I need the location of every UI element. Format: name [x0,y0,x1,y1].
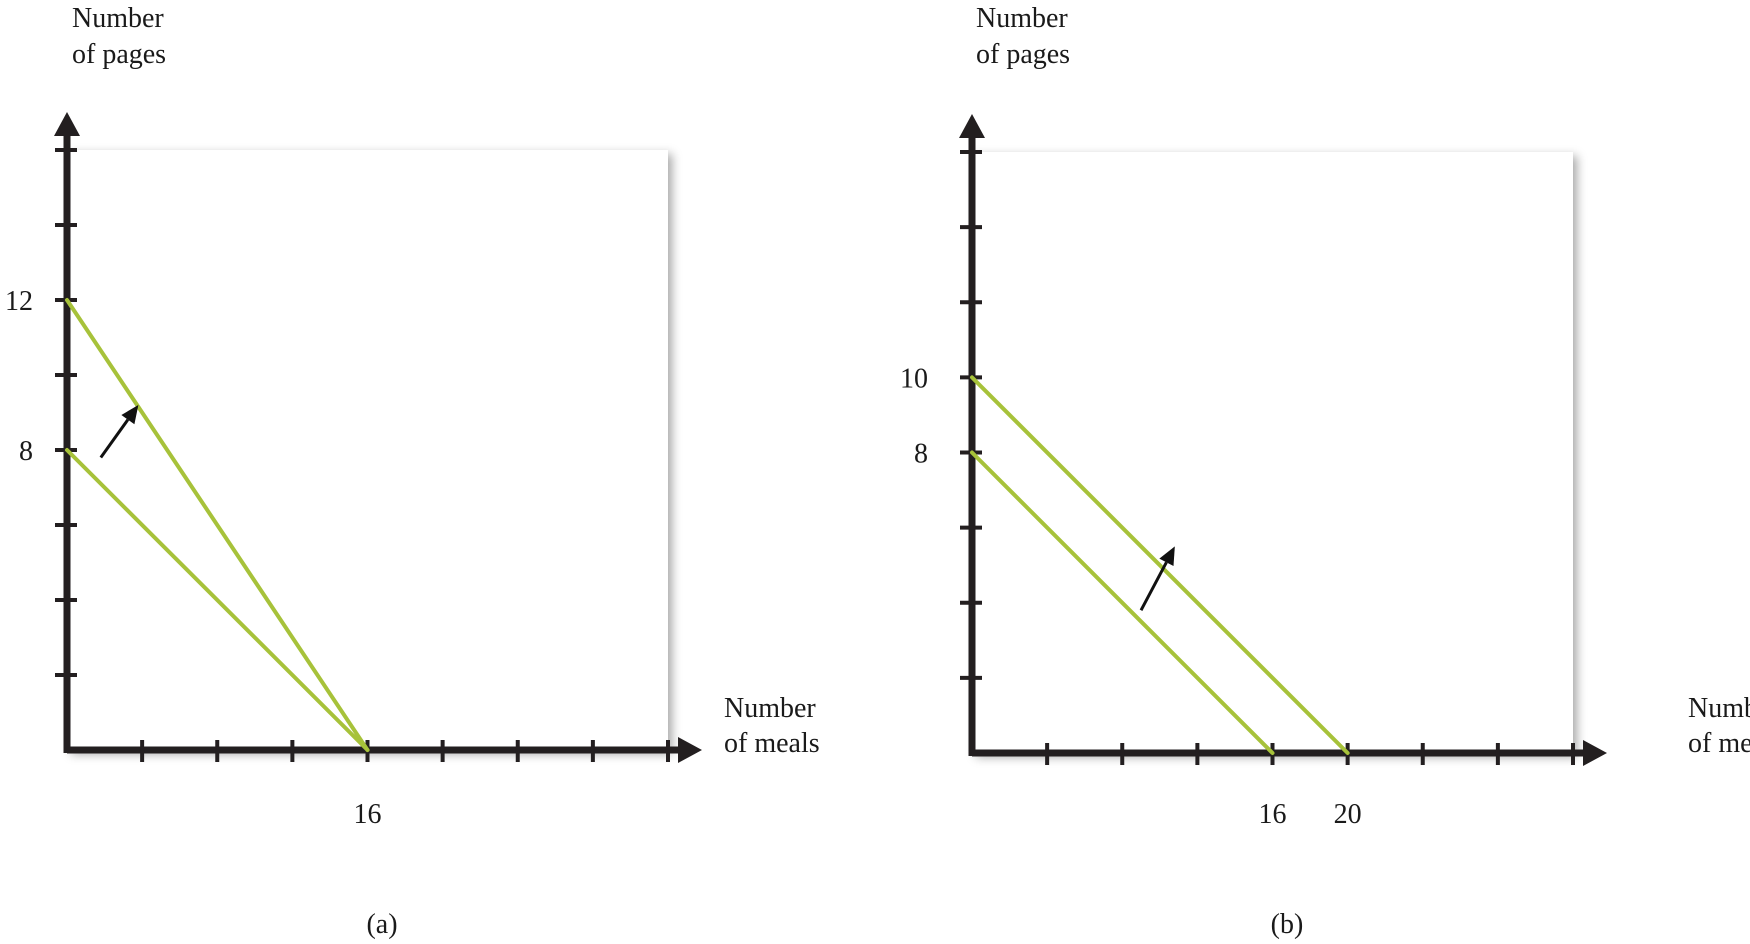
chart-panel-a: Number of pages Number of meals 16 12 8 (a) [5,3,820,940]
shift-arrow [99,418,130,459]
shift-arrow-head [121,405,139,425]
y-tick-label: 8 [19,436,33,467]
shift-arrow-head [1159,546,1175,567]
shift-arrow [1139,561,1168,611]
y-axis-label: of pages [72,39,166,70]
x-axis-label: of meals [724,728,820,759]
y-tick-label: 10 [900,363,928,394]
plot-area [67,150,668,750]
x-tick-label: 20 [1334,799,1362,830]
budget-line-new [65,298,370,752]
budget-line-original [970,450,1275,755]
x-axis-label: Number [724,693,816,724]
x-axis-label: of meals [1688,728,1750,759]
y-tick-label: 12 [5,286,33,317]
x-tick-label: 16 [1259,799,1287,830]
x-tick-label: 16 [354,799,382,830]
y-axis-arrowhead [959,114,985,138]
y-axis-label: Number [976,3,1068,34]
chart-panel-b: Number of pages Number of meals 16 20 10 8 (b) [900,3,1750,940]
y-axis-arrowhead [54,112,80,136]
y-axis-label: of pages [976,39,1070,70]
panel-label: (a) [366,909,397,940]
y-axis-label: Number [72,3,164,34]
x-axis-arrowhead [1583,740,1607,766]
budget-line-original [65,448,370,752]
x-axis-arrowhead [678,737,702,763]
panel-label: (b) [1271,909,1304,940]
budget-line-new [970,375,1350,755]
x-axis-label: Number [1688,693,1750,724]
plot-area [972,152,1573,753]
y-tick-label: 8 [914,439,928,470]
